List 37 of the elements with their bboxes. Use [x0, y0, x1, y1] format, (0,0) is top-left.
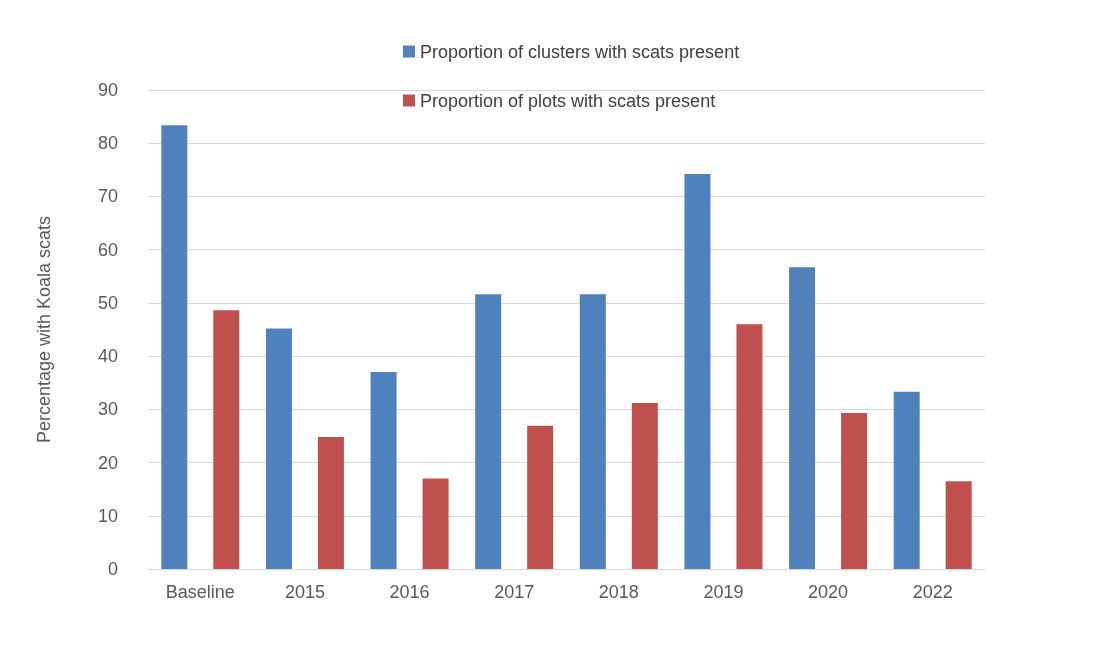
x-tick-label: 2020 [808, 582, 849, 602]
x-tick-label: 2016 [389, 582, 430, 602]
x-tick-label: 2018 [598, 582, 639, 602]
y-tick-label: 10 [97, 505, 118, 526]
y-tick-label: 90 [97, 80, 118, 100]
y-tick-label: 80 [97, 133, 118, 154]
y-tick-label: 50 [97, 292, 118, 313]
bar [527, 425, 554, 569]
y-axis-title: Percentage with Koala scats [34, 215, 54, 444]
y-tick-label: 60 [97, 239, 118, 260]
y-tick-label: 40 [97, 346, 118, 367]
bar [579, 294, 606, 569]
bar [317, 437, 344, 569]
bar [370, 372, 397, 569]
bar [265, 328, 292, 569]
y-tick-label: 70 [97, 186, 118, 207]
bar [736, 324, 763, 569]
x-tick-label: 2017 [494, 582, 535, 602]
y-tick-label: 0 [107, 559, 118, 579]
bar [841, 413, 868, 569]
bar [945, 481, 972, 569]
x-tick-label: 2022 [912, 582, 953, 602]
bar [422, 478, 449, 569]
bar [789, 267, 816, 569]
bar [631, 402, 658, 569]
bar [213, 310, 240, 569]
x-tick-label: 2015 [284, 582, 325, 602]
x-tick-label: Baseline [165, 582, 235, 602]
bar [475, 294, 502, 569]
bar [893, 391, 920, 569]
y-tick-label: 20 [97, 452, 118, 473]
legend-label: Proportion of clusters with scats present [420, 41, 740, 62]
bar [684, 174, 711, 569]
bar [161, 125, 188, 569]
legend-label: Proportion of plots with scats present [420, 90, 716, 111]
y-tick-label: 30 [97, 399, 118, 420]
x-tick-label: 2019 [703, 582, 744, 602]
